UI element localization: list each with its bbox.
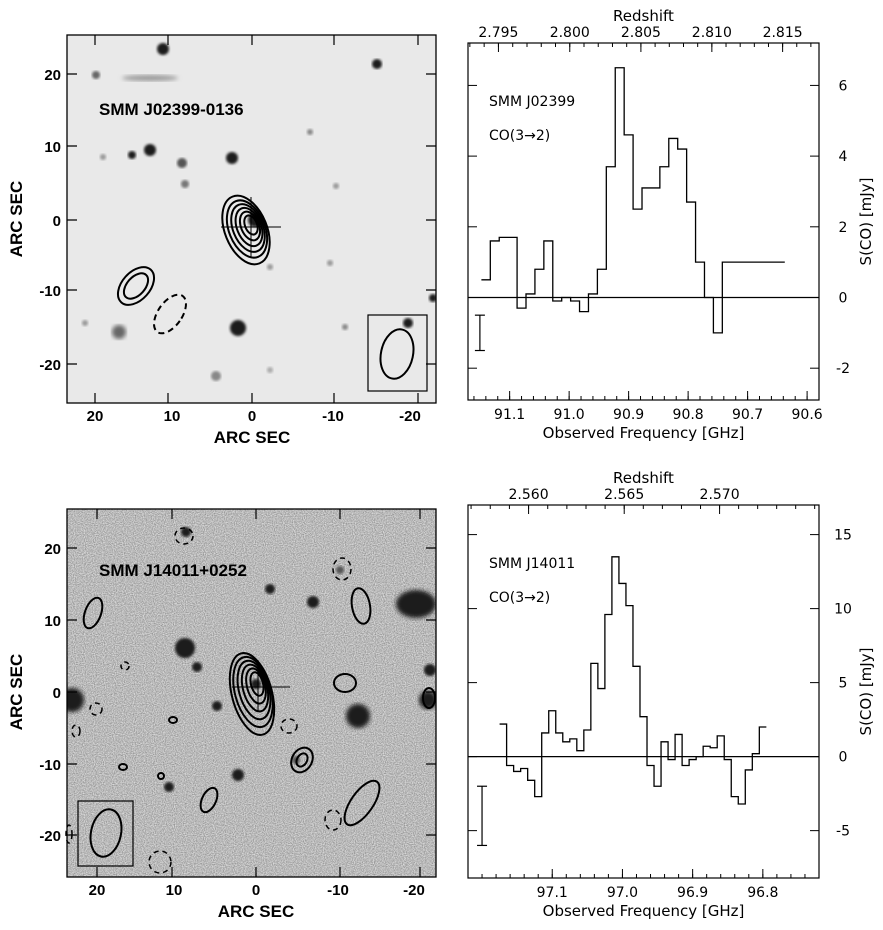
y-tick-label: 0 [839, 290, 848, 306]
x-tick-label: 91.1 [494, 407, 525, 423]
y-tick-label: 10 [44, 139, 61, 156]
x-axis-label: Observed Frequency [GHz] [543, 902, 745, 920]
plot-frame [467, 42, 820, 401]
top-tick-label: 2.800 [550, 25, 590, 41]
top-tick-label: 2.560 [509, 487, 549, 503]
beam-box [77, 800, 134, 867]
spectrum-source-label: SMM J02399 [489, 94, 575, 110]
y-tick-label: -10 [39, 757, 61, 774]
x-tick-labels: 20 10 0 -10 -20 [89, 882, 425, 899]
x-tick-label: 0 [252, 882, 260, 899]
top-axis-label: Redshift [613, 7, 674, 25]
y-tick-label: -20 [39, 828, 61, 845]
y-tick-label: 15 [834, 528, 852, 544]
top-tick-label: 2.565 [604, 487, 644, 503]
top-tick-label: 2.810 [692, 25, 732, 41]
x-tick-label: -20 [403, 882, 425, 899]
x-tick-label: 90.9 [613, 407, 644, 423]
x-tick-label: 96.8 [747, 885, 778, 901]
y-tick-label: 0 [839, 750, 848, 766]
co-contours [116, 194, 271, 335]
negative-contours [65, 527, 352, 874]
spectrum-line-label: CO(3→2) [489, 590, 550, 606]
top-axis-label: Redshift [613, 469, 674, 487]
image-ticks-top [67, 35, 436, 403]
x-tick-label: 90.6 [792, 407, 823, 423]
x-tick-label: 90.8 [673, 407, 704, 423]
source-label: SMM J02399-0136 [99, 100, 244, 119]
y-tick-label: 20 [44, 67, 61, 84]
x-axis-label: Observed Frequency [GHz] [543, 424, 745, 442]
spectrum-source-label: SMM J14011 [489, 556, 575, 572]
image-panel-bottom: SMM J14011+0252 20 10 0 -10 -20 20 10 0 … [7, 508, 437, 921]
x-tick-label: -20 [399, 408, 421, 425]
image-frame [66, 508, 437, 878]
y-axis-label: ARC SEC [7, 654, 26, 731]
y-tick-label: 6 [839, 78, 848, 94]
x-tick-label: 0 [248, 408, 256, 425]
y-tick-label: 10 [834, 602, 852, 618]
y-axis-label: ARC SEC [7, 181, 26, 258]
spectrum-series [499, 556, 767, 805]
co-contours [82, 587, 436, 827]
x-tick-label: 97.0 [607, 885, 638, 901]
spectrum-series [481, 67, 785, 334]
y-tick-label: 4 [839, 149, 848, 165]
y-tick-label: 20 [44, 541, 61, 558]
image-noise [67, 509, 436, 877]
y-tick-label: 0 [53, 213, 61, 230]
y-tick-label: -5 [836, 824, 850, 840]
top-tick-label: 2.815 [763, 25, 803, 41]
y-tick-label: 5 [839, 676, 848, 692]
y-tick-label: -10 [39, 283, 61, 300]
x-tick-label: 10 [164, 408, 181, 425]
position-cross [232, 660, 290, 712]
y-tick-label: 2 [839, 220, 848, 236]
spectrum-panel-top: 91.1 91.0 90.9 90.8 90.7 90.6 2.795 2.800 2.805 2… [467, 7, 875, 442]
position-cross [221, 197, 281, 257]
x-tick-label: 96.9 [677, 885, 708, 901]
top-tick-label: 2.805 [621, 25, 661, 41]
top-tick-label: 2.795 [478, 25, 518, 41]
x-tick-label: 10 [166, 882, 183, 899]
y-tick-label: -2 [836, 361, 850, 377]
y-axis-label: S(CO) [mJy] [857, 178, 875, 266]
x-tick-label: 20 [89, 882, 106, 899]
optical-sources [67, 527, 436, 792]
spectrum-panel-bottom: 97.1 97.0 96.9 96.8 2.560 2.565 2.570 -5 0 5 10 15 O… [467, 469, 875, 920]
x-tick-label: 20 [87, 408, 104, 425]
y-tick-labels: 20 10 0 -10 -20 [39, 67, 61, 374]
x-tick-label: 97.1 [537, 885, 568, 901]
x-tick-label: 91.0 [554, 407, 585, 423]
spectrum-line-label: CO(3→2) [489, 128, 550, 144]
x-tick-label: -10 [322, 408, 344, 425]
top-tick-label: 2.570 [700, 487, 740, 503]
x-tick-labels: 20 10 0 -10 -20 [87, 408, 421, 425]
y-tick-labels: 20 10 0 -10 -20 [39, 541, 61, 845]
y-tick-label: 10 [44, 613, 61, 630]
image-ticks-bottom [67, 509, 436, 877]
optical-sources [82, 43, 436, 381]
x-tick-label: -10 [327, 882, 349, 899]
image-panel-top: SMM J02399-0136 20 10 0 -10 -20 20 10 0 … [7, 34, 437, 447]
x-axis-label: ARC SEC [214, 428, 291, 447]
y-tick-label: -20 [39, 357, 61, 374]
x-axis-label: ARC SEC [218, 902, 295, 921]
y-axis-label: S(CO) [mJy] [857, 648, 875, 736]
y-tick-label: 0 [53, 685, 61, 702]
x-tick-label: 90.7 [732, 407, 763, 423]
source-label: SMM J14011+0252 [99, 561, 247, 580]
beam-box [367, 314, 428, 392]
